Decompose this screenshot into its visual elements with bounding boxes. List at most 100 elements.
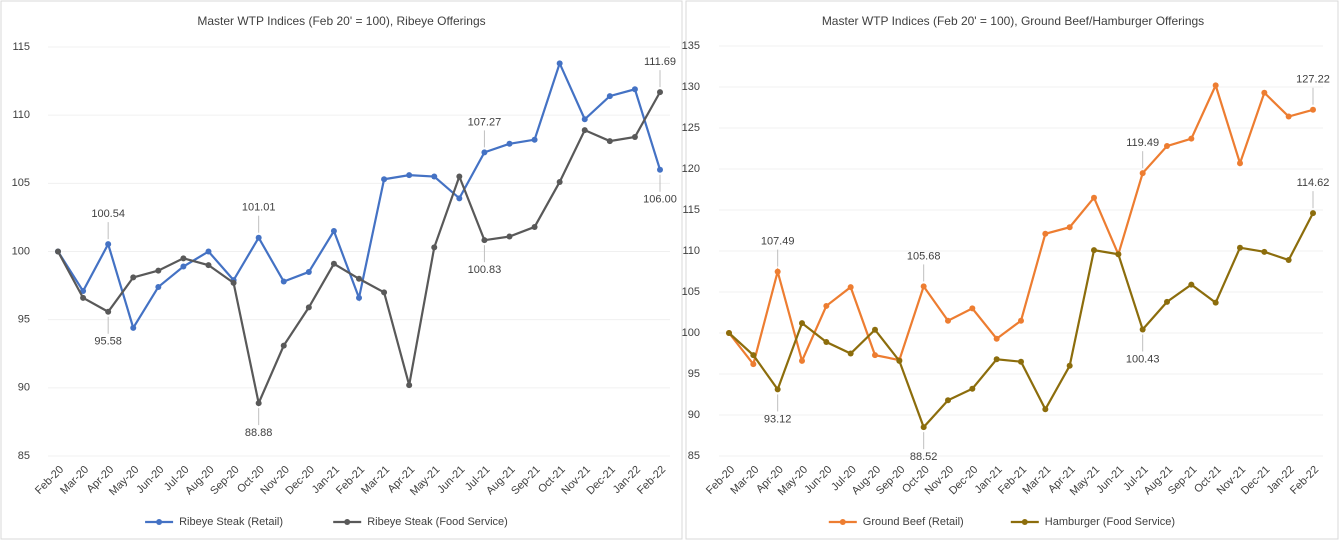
data-point <box>481 149 488 156</box>
legend-swatch-dot <box>344 519 351 525</box>
data-point <box>1139 326 1146 333</box>
data-point <box>993 356 1000 363</box>
data-point <box>456 195 463 202</box>
data-label: 100.43 <box>1126 353 1160 365</box>
y-tick-label: 95 <box>18 314 30 326</box>
data-point <box>1285 257 1292 264</box>
data-point <box>1188 281 1195 288</box>
data-label: 93.12 <box>764 413 792 425</box>
data-point <box>55 248 61 255</box>
data-point <box>631 86 638 93</box>
data-point <box>155 283 162 290</box>
data-point <box>506 140 513 147</box>
data-label: 100.83 <box>468 264 502 276</box>
data-label: 101.01 <box>242 202 276 214</box>
data-point <box>155 267 162 274</box>
data-point <box>481 237 488 244</box>
data-point <box>1115 251 1122 258</box>
data-label: 111.69 <box>644 56 676 68</box>
data-point <box>205 248 212 255</box>
data-point <box>230 279 237 286</box>
data-point <box>823 302 830 309</box>
data-point <box>969 305 976 312</box>
data-point <box>1212 299 1219 306</box>
data-point <box>1164 143 1170 150</box>
data-label: 107.27 <box>468 116 502 128</box>
y-tick-label: 90 <box>18 382 30 394</box>
data-point <box>606 138 613 145</box>
data-point <box>657 166 663 173</box>
data-point <box>381 176 388 183</box>
legend-swatch-dot <box>839 519 846 525</box>
data-label: 88.88 <box>245 427 273 439</box>
data-point <box>531 136 538 143</box>
data-point <box>920 283 927 290</box>
data-point <box>1212 82 1219 89</box>
y-tick-label: 85 <box>18 450 30 462</box>
data-label: 100.54 <box>91 208 125 220</box>
data-point <box>105 308 112 315</box>
data-point <box>945 317 951 324</box>
panel <box>685 0 1339 540</box>
data-point <box>431 244 438 251</box>
data-point <box>581 127 588 134</box>
data-label: 95.58 <box>94 336 122 348</box>
data-point <box>456 173 463 180</box>
data-point <box>1237 244 1243 251</box>
data-label: 107.49 <box>761 235 795 247</box>
data-point <box>774 268 781 275</box>
y-tick-label: 115 <box>682 204 700 216</box>
data-label: 88.52 <box>910 451 938 463</box>
y-tick-label: 105 <box>12 177 30 189</box>
data-label: 127.22 <box>1296 74 1330 86</box>
legend-label: Ground Beef (Retail) <box>863 516 964 528</box>
data-point <box>872 352 878 359</box>
data-point <box>1018 317 1024 324</box>
data-point <box>657 89 663 96</box>
y-tick-label: 85 <box>688 450 700 462</box>
data-label: 119.49 <box>1126 137 1159 149</box>
y-tick-label: 95 <box>688 368 700 380</box>
data-point <box>506 233 513 240</box>
data-point <box>774 386 781 393</box>
data-point <box>1139 170 1146 177</box>
data-point <box>823 339 830 346</box>
data-label: 106.00 <box>643 194 677 206</box>
data-point <box>105 241 112 248</box>
data-point <box>799 320 805 327</box>
data-point <box>381 289 388 296</box>
data-point <box>920 424 927 431</box>
data-point <box>180 255 187 262</box>
data-point <box>1091 194 1097 201</box>
data-point <box>330 228 337 235</box>
data-point <box>969 385 976 392</box>
data-point <box>993 335 1000 342</box>
y-tick-label: 90 <box>688 409 700 421</box>
y-tick-label: 120 <box>682 163 700 175</box>
data-point <box>255 400 262 407</box>
data-point <box>1261 248 1268 255</box>
data-label: 105.68 <box>907 250 941 262</box>
data-point <box>1066 224 1073 231</box>
data-point <box>406 382 413 389</box>
data-point <box>1164 298 1170 305</box>
data-point <box>130 274 137 281</box>
data-point <box>1237 160 1243 167</box>
data-point <box>1042 230 1049 237</box>
data-point <box>406 172 413 179</box>
y-tick-label: 110 <box>12 109 30 121</box>
data-point <box>431 173 438 180</box>
data-point <box>556 178 563 185</box>
chart-title: Master WTP Indices (Feb 20' = 100), Ribe… <box>197 14 485 28</box>
data-point <box>180 263 187 270</box>
data-point <box>945 397 951 404</box>
data-point <box>1285 113 1292 120</box>
data-point <box>305 304 312 311</box>
data-point <box>255 234 262 241</box>
y-tick-label: 110 <box>682 245 700 257</box>
data-point <box>130 324 137 331</box>
data-point <box>80 294 87 301</box>
y-tick-label: 135 <box>682 40 700 52</box>
data-point <box>872 326 878 333</box>
